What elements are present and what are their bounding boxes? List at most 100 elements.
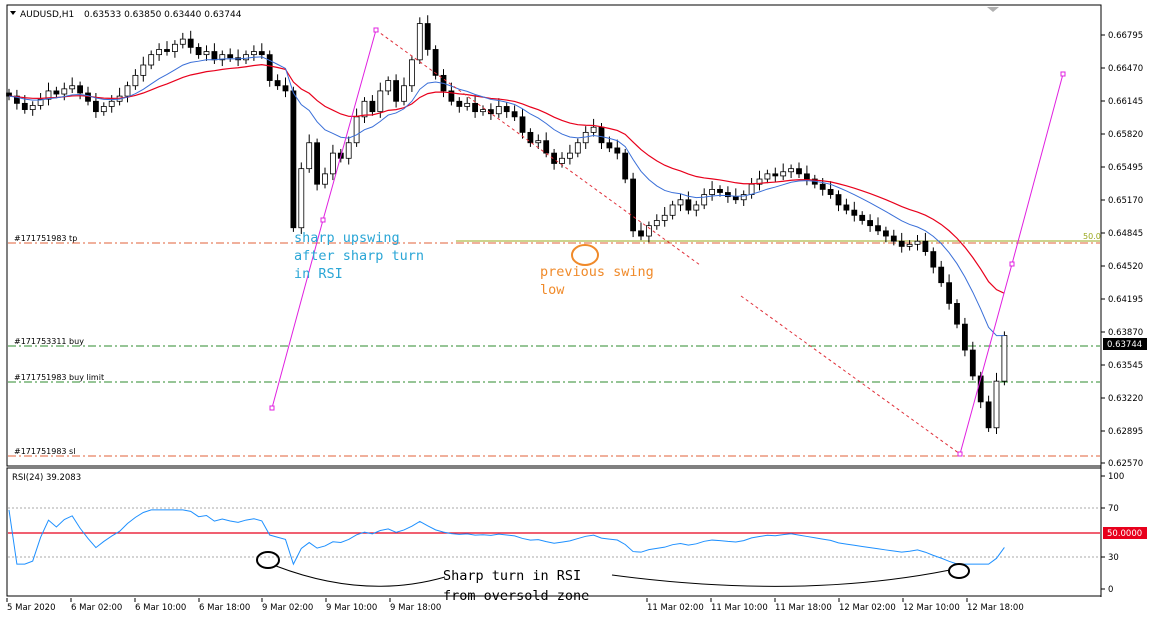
candle-body <box>314 142 321 185</box>
candle-body <box>551 152 557 164</box>
slow-moving-average-line <box>8 64 1005 294</box>
candle-body <box>653 220 660 227</box>
swing-low-marker <box>571 244 599 266</box>
candle-body <box>243 54 249 61</box>
candle-body <box>511 111 518 118</box>
chart-menu-chevron-icon[interactable] <box>10 11 16 15</box>
price-tick: 0.65820 <box>1108 130 1143 140</box>
candle-body <box>53 90 60 95</box>
rsi-brace-right <box>611 569 951 587</box>
candle-body <box>258 51 265 56</box>
ohlc-values: 0.63533 0.63850 0.63440 0.63744 <box>84 10 242 20</box>
candle-body <box>717 188 723 193</box>
candle-body <box>693 204 700 211</box>
candle-body <box>875 225 881 232</box>
rsi-turn-marker-right <box>948 563 970 579</box>
candle-body <box>962 323 968 351</box>
candle-body <box>37 98 44 106</box>
buy-order-label: #171753311 buy <box>14 337 84 346</box>
sl-order-label: #171751983 sl <box>14 447 75 456</box>
candle-body <box>622 152 629 180</box>
candle-body <box>495 106 502 115</box>
scroll-marker-icon[interactable] <box>987 7 999 12</box>
candle-body <box>638 230 644 237</box>
candle-body <box>29 105 36 110</box>
candle-body <box>432 49 439 76</box>
candle-body <box>282 85 289 92</box>
candle-body <box>6 92 12 97</box>
candle-body <box>669 204 676 216</box>
swing-low-annotation-line2: low <box>540 282 565 298</box>
candle-body <box>946 282 952 304</box>
candle-body <box>922 240 929 252</box>
trendline-handle[interactable] <box>320 217 326 223</box>
price-tick: 0.66470 <box>1108 64 1143 74</box>
candle-body <box>211 51 218 61</box>
price-tick: 0.62570 <box>1108 459 1143 469</box>
time-tick: 11 Mar 18:00 <box>775 603 832 613</box>
rsi-panel[interactable] <box>6 467 1102 597</box>
candle-body <box>227 54 234 59</box>
current-price-badge <box>1103 338 1147 350</box>
candle-body <box>985 401 992 429</box>
candle-body <box>930 251 937 268</box>
trendline-handle[interactable] <box>373 27 379 33</box>
candle-body <box>780 171 787 177</box>
candle-body <box>630 178 636 232</box>
candle-body <box>132 74 139 87</box>
candle-body <box>701 194 708 206</box>
time-tick: 11 Mar 02:00 <box>647 603 704 613</box>
trendline-handle[interactable] <box>269 405 275 411</box>
trendline-handle[interactable] <box>1009 261 1015 267</box>
candle-body <box>45 90 52 100</box>
candle-body <box>195 46 202 56</box>
candle-body <box>606 142 613 149</box>
candle-body <box>890 235 897 242</box>
price-tick: 0.63870 <box>1108 328 1143 338</box>
candle-body <box>993 380 1000 429</box>
rsi-tick: 70 <box>1108 504 1119 514</box>
candle-body <box>527 131 534 144</box>
candle-body <box>646 225 652 237</box>
time-tick: 12 Mar 10:00 <box>903 603 960 613</box>
candle-body <box>108 100 115 107</box>
symbol-label: AUDUSD,H1 <box>20 10 74 20</box>
price-tick: 0.66795 <box>1108 31 1143 41</box>
candle-body <box>250 51 257 56</box>
fast-moving-average-line <box>8 56 1005 337</box>
candle-body <box>171 43 178 52</box>
candle-body <box>764 173 771 180</box>
price-tick: 0.63545 <box>1108 361 1143 371</box>
candle-body <box>203 51 210 56</box>
time-tick: 12 Mar 18:00 <box>967 603 1024 613</box>
candle-body <box>598 126 605 144</box>
price-tick: 0.65170 <box>1108 196 1143 206</box>
candle-body <box>266 54 273 81</box>
candle-body <box>819 183 826 190</box>
candle-body <box>61 88 68 95</box>
candle-body <box>464 102 471 107</box>
trendline-handle[interactable] <box>957 451 963 457</box>
candle-body <box>938 266 945 284</box>
candle-body <box>456 100 463 107</box>
candle-body <box>401 85 407 102</box>
descending-trendline-upper[interactable] <box>375 29 701 266</box>
candle-body <box>503 106 510 113</box>
trendline-handle[interactable] <box>1060 71 1066 77</box>
current-price-label: 0.63744 <box>1107 340 1142 350</box>
candle-body <box>448 90 455 102</box>
rsi-50-badge-label: 50.0000 <box>1107 529 1142 539</box>
candle-body <box>543 140 550 154</box>
candle-body <box>377 90 384 113</box>
candle-body <box>353 116 360 144</box>
candle-body <box>361 100 368 118</box>
main-chart-area[interactable] <box>6 4 1102 467</box>
candle-body <box>804 173 810 180</box>
candle-body <box>93 100 99 113</box>
candle-body <box>77 85 83 94</box>
candle-body <box>559 157 565 164</box>
price-tick: 0.66145 <box>1108 97 1143 107</box>
time-tick: 9 Mar 02:00 <box>262 603 313 613</box>
price-tick: 0.62895 <box>1108 427 1143 437</box>
